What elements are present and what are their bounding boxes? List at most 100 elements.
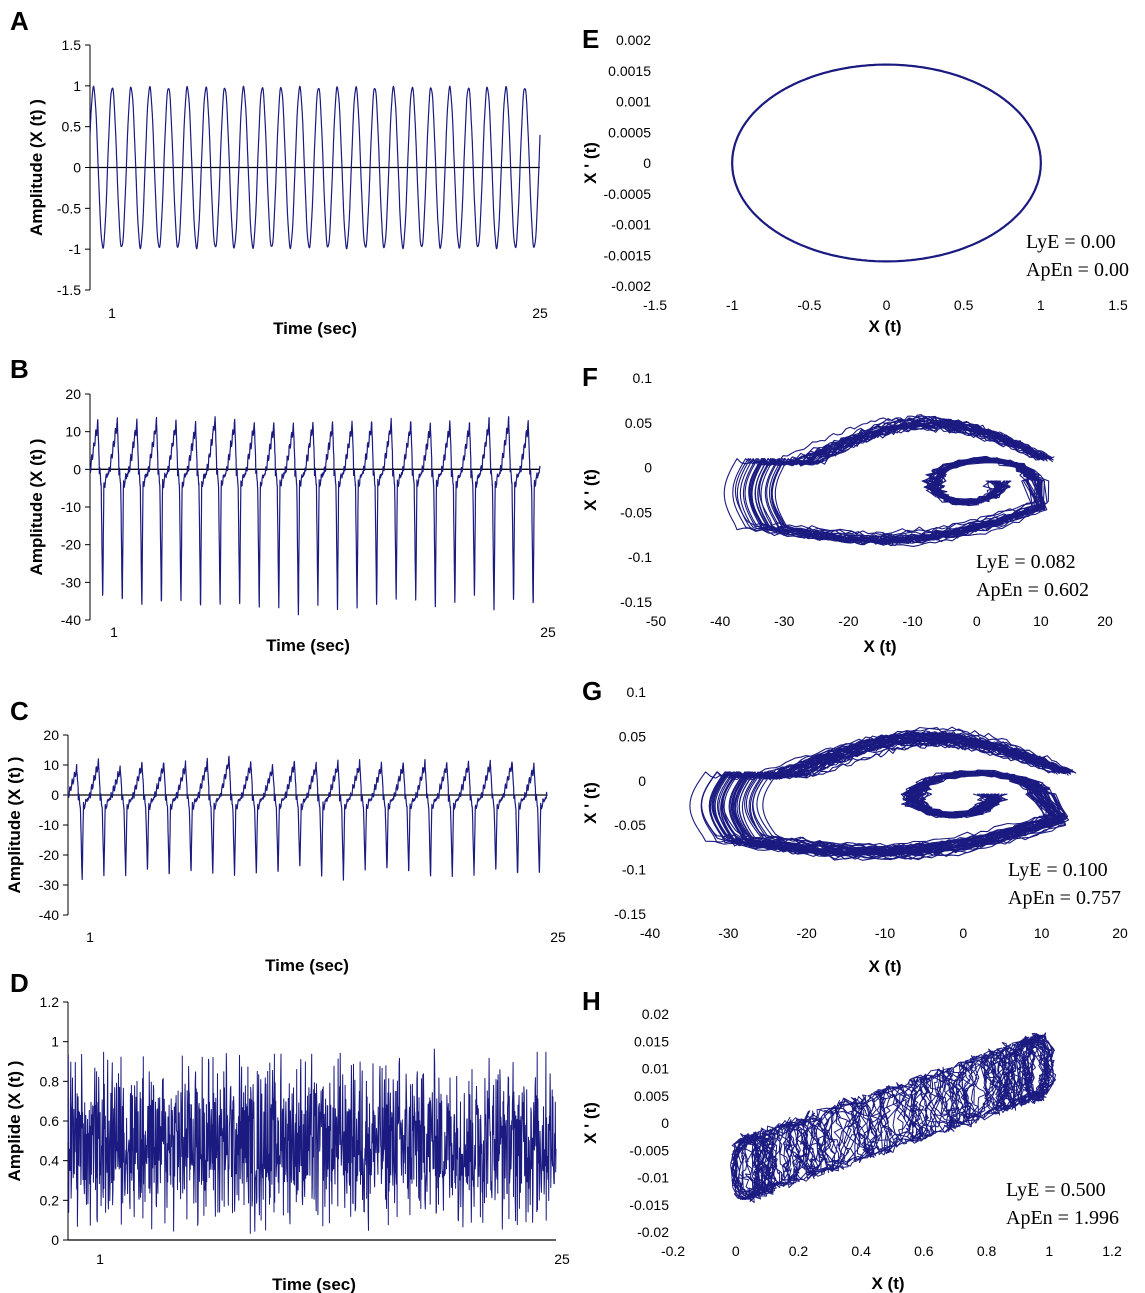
- y-tick-label: -30: [61, 574, 81, 590]
- x-tick-label: 0.8: [977, 1243, 997, 1259]
- x-tick-label: -0.5: [797, 297, 821, 313]
- x-tick-label: 1.5: [1108, 297, 1128, 313]
- y-tick-label: -0.001: [611, 217, 651, 233]
- y-tick-label: 20: [43, 727, 59, 743]
- panel-letter: A: [10, 6, 29, 36]
- x-tick-label: -10: [875, 925, 895, 941]
- y-tick-label: 0: [51, 787, 59, 803]
- y-tick-label: -10: [39, 817, 59, 833]
- phase-trajectory: [732, 733, 1068, 851]
- panel-e: E 0.002 0.0015 0.001 0.0005 0 -0.0005 -0.001 -0.…: [581, 24, 1129, 336]
- x-tick-label: -20: [838, 613, 858, 629]
- panel-letter: B: [10, 354, 29, 384]
- x-tick-label: 1: [86, 929, 94, 945]
- panel-letter: G: [582, 676, 602, 706]
- y-tick-label: 1: [73, 78, 81, 94]
- y-tick-label: 10: [43, 757, 59, 773]
- phase-trajectory: [722, 731, 1063, 847]
- panel-letter: E: [582, 24, 599, 54]
- y-tick-label: 0.02: [642, 1006, 669, 1022]
- y-tick-label: -10: [61, 499, 81, 515]
- x-tick-label: 0.6: [914, 1243, 934, 1259]
- x-tick-label: -10: [902, 613, 922, 629]
- x-axis-label: X (t): [863, 637, 896, 656]
- phase-trajectory: [723, 414, 1040, 543]
- series-line: [67, 755, 548, 881]
- y-tick-label: 0.1: [627, 684, 647, 700]
- stat-annotation: LyE = 0.500: [1006, 1179, 1106, 1201]
- y-tick-label: -0.002: [611, 278, 651, 294]
- y-tick-label: 0.1: [633, 370, 653, 386]
- x-tick-label: -0.2: [661, 1243, 685, 1259]
- y-tick-label: 0: [73, 160, 81, 176]
- y-tick-label: -0.05: [620, 504, 652, 520]
- y-tick-label: 0.01: [642, 1061, 669, 1077]
- phase-trajectory: [689, 733, 1067, 855]
- panel-f: F 0.1 0.05 0 -0.05 -0.1 -0.15 -50 -40 -30 -20 -10 0 1…: [581, 362, 1113, 656]
- x-tick-label: 20: [1112, 925, 1128, 941]
- y-tick-label: 0: [51, 1232, 59, 1248]
- y-tick-label: -1.5: [57, 282, 81, 298]
- series-line: [89, 416, 541, 616]
- panel-a: A 1.5 1 0.5 0 -0.5 -1 -1.5 1 25 Time (sec) Amplitud…: [10, 6, 548, 338]
- x-tick-label: -40: [640, 925, 660, 941]
- x-axis-label: X (t): [868, 317, 901, 336]
- x-tick-label: 25: [532, 305, 548, 321]
- phase-trajectory: [756, 743, 1062, 850]
- x-tick-label: 0: [959, 925, 967, 941]
- y-axis-label: Amplide (X (t) ): [5, 1061, 24, 1182]
- panel-b: B 20 10 0 -10 -20 -30 -40 1 25 Time (sec) Amplitude…: [10, 354, 556, 655]
- y-tick-label: -0.01: [637, 1170, 669, 1186]
- y-tick-label: 0: [73, 461, 81, 477]
- x-tick-label: 0.2: [789, 1243, 809, 1259]
- y-tick-label: -0.15: [620, 594, 652, 610]
- x-tick-label: 0: [883, 297, 891, 313]
- x-axis-label: Time (sec): [266, 636, 350, 655]
- phase-trajectory: [748, 421, 1050, 540]
- y-axis-label: Amplitude (X (t) ): [27, 439, 46, 576]
- y-tick-label: -20: [61, 537, 81, 553]
- x-tick-label: 0: [732, 1243, 740, 1259]
- y-tick-label: 0.005: [634, 1088, 669, 1104]
- x-tick-label: -1: [726, 297, 739, 313]
- y-axis-label: X ' (t): [581, 1102, 600, 1144]
- y-tick-label: -0.015: [629, 1197, 669, 1213]
- x-axis-label: Time (sec): [273, 319, 357, 338]
- x-tick-label: 1.2: [1102, 1243, 1122, 1259]
- x-tick-label: 1: [1037, 297, 1045, 313]
- x-tick-label: 10: [1033, 613, 1049, 629]
- y-tick-label: 0.05: [625, 415, 652, 431]
- y-tick-label: -0.5: [57, 200, 81, 216]
- y-tick-label: 20: [65, 386, 81, 402]
- y-tick-label: -0.0015: [604, 247, 652, 263]
- y-tick-label: -0.005: [629, 1142, 669, 1158]
- panel-g: G 0.1 0.05 0 -0.05 -0.1 -0.15 -40 -30 -20 -10 0 10 20…: [581, 676, 1128, 976]
- stat-annotation: LyE = 0.082: [976, 551, 1076, 573]
- stat-annotation: ApEn = 1.996: [1006, 1207, 1119, 1229]
- x-tick-label: 1: [1045, 1243, 1053, 1259]
- x-tick-label: 1: [108, 305, 116, 321]
- y-tick-label: -40: [39, 907, 59, 923]
- stat-annotation: LyE = 0.100: [1008, 859, 1108, 881]
- panel-c: C 20 10 0 -10 -20 -30 -40 1 25 Time (sec) Amplitude…: [5, 696, 566, 975]
- stat-annotation: ApEn = 0.757: [1008, 887, 1121, 909]
- phase-trajectory: [738, 726, 1068, 857]
- stat-annotation: ApEn = 0.00: [1026, 259, 1129, 281]
- x-tick-label: -50: [646, 613, 666, 629]
- panel-letter: H: [582, 986, 601, 1016]
- y-tick-label: 0.001: [616, 94, 651, 110]
- x-tick-label: -20: [797, 925, 817, 941]
- y-tick-label: -0.02: [637, 1224, 669, 1240]
- x-tick-label: -40: [710, 613, 730, 629]
- y-tick-label: -0.1: [628, 549, 652, 565]
- x-tick-label: -30: [774, 613, 794, 629]
- y-tick-label: 10: [65, 424, 81, 440]
- y-tick-label: -0.0005: [604, 186, 652, 202]
- phase-trajectory: [731, 63, 1042, 263]
- y-tick-label: 0.2: [40, 1192, 60, 1208]
- y-axis-label: Amplitude (X (t) ): [5, 757, 24, 894]
- x-tick-label: 20: [1097, 613, 1113, 629]
- x-tick-label: -30: [718, 925, 738, 941]
- y-tick-label: -40: [61, 612, 81, 628]
- y-tick-label: 0: [638, 773, 646, 789]
